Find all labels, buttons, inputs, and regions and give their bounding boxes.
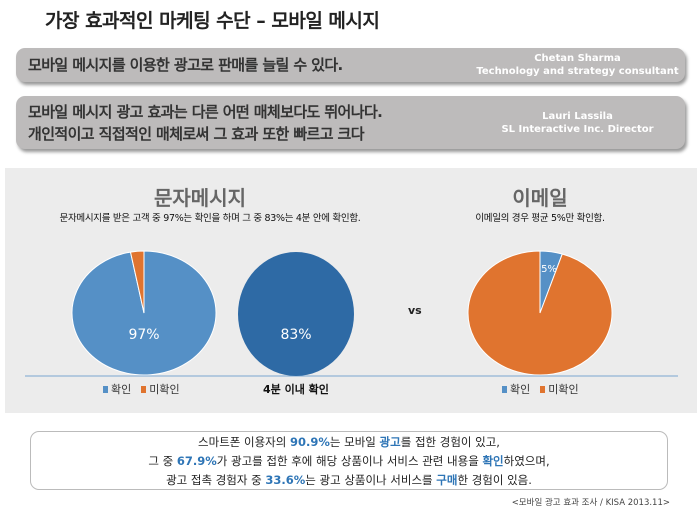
legend-item-confirmed: 확인 (103, 381, 131, 397)
legend-item-unconfirmed: 미확인 (540, 381, 579, 397)
quote-author-role: SL Interactive Inc. Director (501, 123, 654, 135)
quote-text: 모바일 메시지를 이용한 광고로 판매를 늘릴 수 있다. (28, 56, 343, 74)
pie-data-label: 97% (128, 327, 159, 343)
sms-heading: 문자메시지 (154, 186, 246, 210)
email-heading: 이메일 (512, 186, 568, 210)
legend-item-confirmed: 확인 (502, 381, 530, 397)
source-citation: <모바일 광고 효과 조사 / KISA 2013.11> (511, 498, 670, 508)
sms-legend: 확인 미확인 (103, 381, 180, 397)
quote-text-2: 개인적이고 직접적인 매체로써 그 효과 또한 빠르고 크다 (28, 124, 365, 143)
statistics-box: 스마트폰 이용자의 90.9%는 모바일 광고를 접한 경험이 있고, 그 중 … (30, 431, 668, 490)
sms-subtitle: 문자메시지를 받은 고객 중 97%는 확인을 하며 그 중 83%는 4분 안… (59, 213, 361, 224)
pie-slice-within-4min (238, 252, 354, 376)
fact-line-3: 광고 접촉 경험자 중 33.6%는 광고 상품이나 서비스를 구매한 경험이 … (166, 473, 532, 487)
quote-author-role: Technology and strategy consultant (476, 66, 679, 77)
email-subtitle: 이메일의 경우 평균 5%만 확인함. (475, 213, 605, 224)
fact-line-2: 그 중 67.9%가 광고를 접한 후에 해당 상품이나 서비스 관련 내용을 … (148, 454, 550, 468)
quote-author: Chetan Sharma (534, 53, 621, 64)
within4-legend: 4분 이내 확인 (263, 383, 329, 396)
fact-line-1: 스마트폰 이용자의 90.9%는 모바일 광고를 접한 경험이 있고, (198, 435, 500, 449)
vs-label: vs (408, 304, 422, 317)
quote-author: Lauri Lassila (542, 110, 613, 122)
quote-box-2: 모바일 메시지 광고 효과는 다른 어떤 매체보다도 뛰어나다. 개인적이고 직접… (16, 96, 685, 149)
quote-text: 모바일 메시지 광고 효과는 다른 어떤 매체보다도 뛰어나다. (28, 102, 383, 121)
email-legend: 확인 미확인 (502, 381, 579, 397)
quote-box-1: 모바일 메시지를 이용한 광고로 판매를 늘릴 수 있다. Chetan Sha… (16, 48, 685, 82)
pie-slice-unconfirmed (467, 250, 613, 376)
page-title: 가장 효과적인 마케팅 수단 – 모바일 메시지 (45, 10, 380, 32)
pie-data-label: 5% (541, 264, 557, 275)
pie-slice-unconfirmed (129, 250, 145, 314)
legend-item-unconfirmed: 미확인 (141, 381, 180, 397)
pie-data-label: 83% (280, 327, 311, 343)
